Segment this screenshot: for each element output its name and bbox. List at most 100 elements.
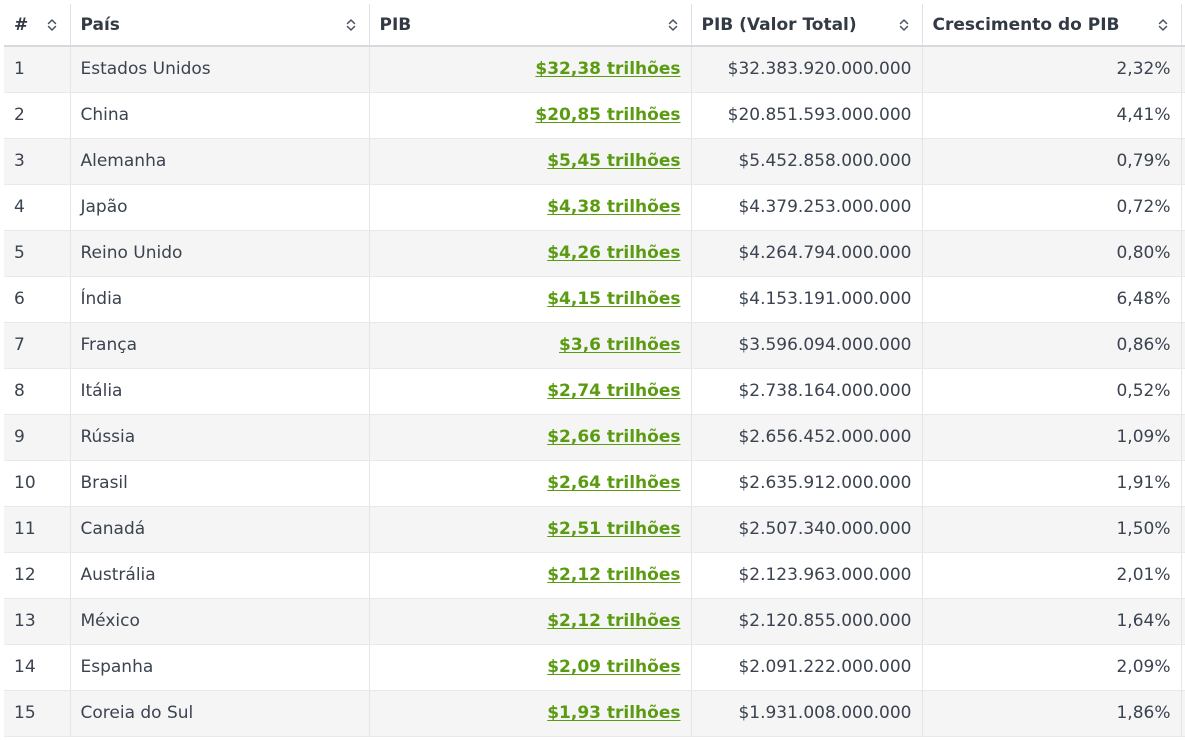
cell-spacer [1181,92,1185,139]
table-row[interactable]: 1 Estados Unidos $32,38 trilhões $32.383… [4,46,1185,93]
column-header-spacer [1181,4,1185,47]
column-header-gdp-total[interactable]: PIB (Valor Total) [691,4,923,47]
table-row[interactable]: 3 Alemanha $5,45 trilhões $5.452.858.000… [4,138,1185,185]
cell-growth: 2,01% [922,552,1182,599]
gdp-link[interactable]: $2,09 trilhões [547,657,681,677]
cell-gdp-total: $3.596.094.000.000 [691,322,923,369]
column-header-growth[interactable]: Crescimento do PIB [922,4,1182,47]
gdp-table-container: # País PIB [4,4,1185,741]
table-row[interactable]: 10 Brasil $2,64 trilhões $2.635.912.000.… [4,460,1185,507]
cell-gdp: $32,38 trilhões [369,46,692,93]
cell-growth: 1,64% [922,598,1182,645]
gdp-link[interactable]: $2,74 trilhões [547,381,681,401]
gdp-link[interactable]: $4,26 trilhões [547,243,681,263]
table-body: 1 Estados Unidos $32,38 trilhões $32.383… [4,46,1185,737]
cell-gdp-total: $2.738.164.000.000 [691,368,923,415]
table-row[interactable]: 8 Itália $2,74 trilhões $2.738.164.000.0… [4,368,1185,415]
gdp-link[interactable]: $4,15 trilhões [547,289,681,309]
cell-gdp: $5,45 trilhões [369,138,692,185]
sort-icon[interactable] [898,18,910,32]
cell-spacer [1181,644,1185,691]
column-header-gdp[interactable]: PIB [369,4,692,47]
gdp-link[interactable]: $20,85 trilhões [535,105,681,125]
cell-rank: 5 [4,230,71,277]
table-row[interactable]: 15 Coreia do Sul $1,93 trilhões $1.931.0… [4,690,1185,737]
table-row[interactable]: 9 Rússia $2,66 trilhões $2.656.452.000.0… [4,414,1185,461]
cell-spacer [1181,138,1185,185]
cell-growth: 2,32% [922,46,1182,93]
cell-rank: 13 [4,598,71,645]
cell-country: Austrália [70,552,370,599]
table-row[interactable]: 14 Espanha $2,09 trilhões $2.091.222.000… [4,644,1185,691]
cell-gdp: $2,66 trilhões [369,414,692,461]
cell-gdp-total: $4.153.191.000.000 [691,276,923,323]
table-header: # País PIB [4,4,1185,47]
cell-country: Japão [70,184,370,231]
cell-gdp-total: $2.507.340.000.000 [691,506,923,553]
cell-growth: 1,09% [922,414,1182,461]
column-header-country[interactable]: País [70,4,370,47]
cell-rank: 8 [4,368,71,415]
cell-gdp: $2,51 trilhões [369,506,692,553]
cell-gdp-total: $2.120.855.000.000 [691,598,923,645]
table-row[interactable]: 4 Japão $4,38 trilhões $4.379.253.000.00… [4,184,1185,231]
cell-spacer [1181,322,1185,369]
cell-rank: 10 [4,460,71,507]
gdp-link[interactable]: $3,6 trilhões [559,335,681,355]
cell-spacer [1181,552,1185,599]
table-row[interactable]: 7 França $3,6 trilhões $3.596.094.000.00… [4,322,1185,369]
gdp-link[interactable]: $2,66 trilhões [547,427,681,447]
column-header-label: Crescimento do PIB [932,14,1120,35]
cell-gdp-total: $20.851.593.000.000 [691,92,923,139]
gdp-link[interactable]: $32,38 trilhões [535,59,681,80]
gdp-link[interactable]: $5,45 trilhões [547,151,681,171]
cell-country: Alemanha [70,138,370,185]
cell-country: Itália [70,368,370,415]
gdp-link[interactable]: $4,38 trilhões [547,197,681,217]
cell-rank: 14 [4,644,71,691]
table-row[interactable]: 5 Reino Unido $4,26 trilhões $4.264.794.… [4,230,1185,277]
gdp-link[interactable]: $2,12 trilhões [547,565,681,585]
cell-gdp-total: $2.123.963.000.000 [691,552,923,599]
cell-gdp-total: $4.379.253.000.000 [691,184,923,231]
table-row[interactable]: 6 Índia $4,15 trilhões $4.153.191.000.00… [4,276,1185,323]
gdp-link[interactable]: $2,64 trilhões [547,473,681,493]
cell-growth: 1,91% [922,460,1182,507]
gdp-link[interactable]: $1,93 trilhões [547,703,681,723]
gdp-link[interactable]: $2,12 trilhões [547,611,681,631]
cell-gdp-total: $4.264.794.000.000 [691,230,923,277]
sort-icon[interactable] [1157,18,1169,32]
table-row[interactable]: 2 China $20,85 trilhões $20.851.593.000.… [4,92,1185,139]
cell-country: China [70,92,370,139]
cell-spacer [1181,690,1185,737]
cell-growth: 1,86% [922,690,1182,737]
cell-gdp: $2,09 trilhões [369,644,692,691]
cell-spacer [1181,276,1185,323]
column-header-label: # [14,14,29,35]
cell-growth: 1,50% [922,506,1182,553]
gdp-link[interactable]: $2,51 trilhões [547,519,681,539]
table-row[interactable]: 13 México $2,12 trilhões $2.120.855.000.… [4,598,1185,645]
cell-rank: 15 [4,690,71,737]
column-header-rank[interactable]: # [4,4,71,47]
cell-rank: 2 [4,92,71,139]
sort-icon[interactable] [667,18,679,32]
cell-gdp: $2,12 trilhões [369,598,692,645]
cell-gdp: $2,64 trilhões [369,460,692,507]
table-row[interactable]: 11 Canadá $2,51 trilhões $2.507.340.000.… [4,506,1185,553]
cell-spacer [1181,368,1185,415]
sort-icon[interactable] [46,18,58,32]
table-row[interactable]: 12 Austrália $2,12 trilhões $2.123.963.0… [4,552,1185,599]
cell-rank: 1 [4,46,71,93]
cell-country: França [70,322,370,369]
cell-gdp: $4,38 trilhões [369,184,692,231]
cell-spacer [1181,414,1185,461]
cell-gdp: $4,26 trilhões [369,230,692,277]
cell-country: Estados Unidos [70,46,370,93]
cell-gdp-total: $5.452.858.000.000 [691,138,923,185]
sort-icon[interactable] [345,18,357,32]
cell-country: Espanha [70,644,370,691]
cell-rank: 4 [4,184,71,231]
cell-spacer [1181,598,1185,645]
cell-growth: 0,86% [922,322,1182,369]
